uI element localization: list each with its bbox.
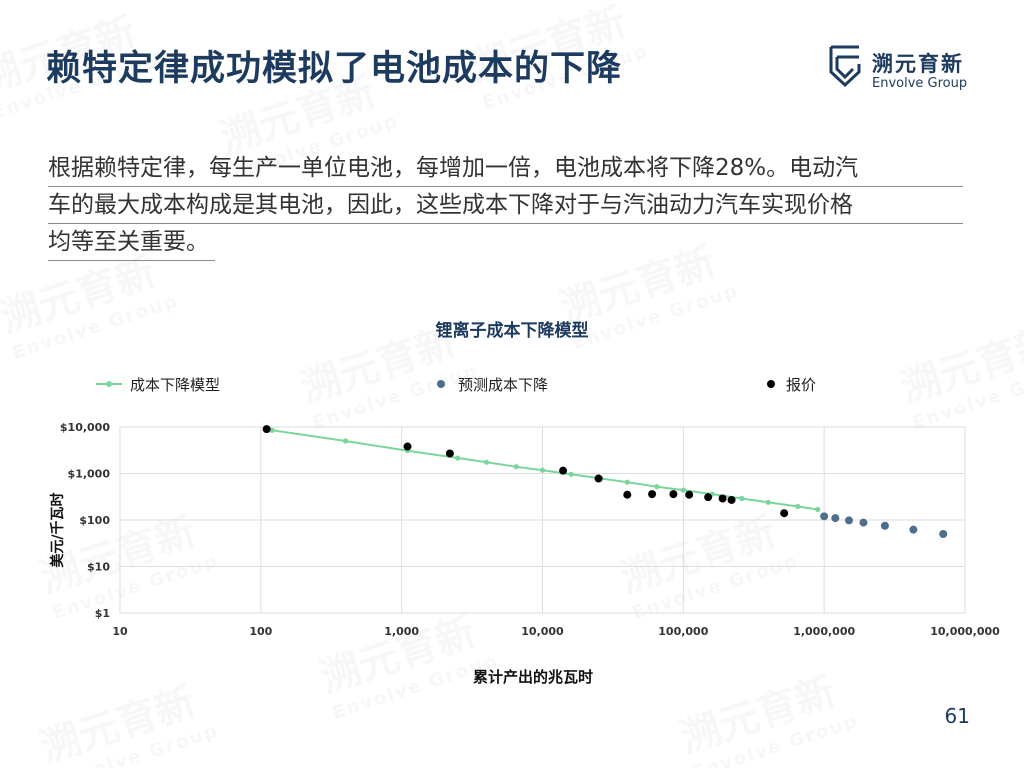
- page-number: 61: [944, 704, 970, 728]
- quote-point: [669, 490, 678, 499]
- forecast-point: [859, 518, 868, 527]
- y-tick-label: $100: [79, 514, 110, 527]
- cost-decline-chart: 锂离子成本下降模型 成本下降模型 预测成本下降 报价 10 100 1,000 10,…: [49, 320, 1000, 686]
- legend-marker: [767, 380, 775, 388]
- model-point: [795, 503, 801, 510]
- quote-point: [262, 425, 271, 434]
- quote-point: [623, 490, 632, 499]
- quote-point: [718, 494, 727, 503]
- forecast-point: [880, 521, 889, 530]
- quote-point: [704, 493, 713, 502]
- model-point: [483, 459, 490, 465]
- model-point: [513, 464, 519, 470]
- quote-point: [780, 509, 789, 518]
- quote-point: [648, 490, 657, 499]
- model-point: [654, 484, 660, 490]
- series-1: [820, 512, 948, 538]
- legend-label-quote: 报价: [786, 376, 816, 394]
- legend-marker: [437, 380, 445, 388]
- y-tick-labels: $1 $10 $100 $1,000 $10,000: [60, 421, 110, 620]
- x-tick-label: 100: [249, 625, 272, 638]
- body-paragraph: 根据赖特定律，每生产一单位电池，每增加一倍，电池成本将下降28%。电动汽 车的最…: [48, 150, 978, 261]
- legend-label-model: 成本下降模型: [130, 376, 220, 394]
- model-point: [680, 487, 686, 493]
- model-point: [815, 506, 821, 513]
- forecast-point: [820, 512, 829, 521]
- y-tick-label: $10: [87, 561, 110, 574]
- series-2: [262, 425, 789, 518]
- model-point: [343, 438, 349, 444]
- y-tick-label: $1: [95, 607, 110, 620]
- data-series: [262, 425, 948, 538]
- legend-item-quote: 报价: [767, 376, 816, 394]
- legend-item-forecast: 预测成本下降: [437, 376, 548, 394]
- forecast-point: [831, 514, 840, 523]
- grid-lines: [119, 426, 966, 614]
- forecast-point: [909, 525, 918, 534]
- paragraph-line: 根据赖特定律，每生产一单位电池，每增加一倍，电池成本将下降28%。电动汽: [48, 150, 963, 187]
- paragraph-line: 均等至关重要。: [48, 224, 215, 261]
- forecast-point: [844, 516, 853, 525]
- x-axis-label: 累计产出的兆瓦时: [473, 668, 593, 686]
- model-point: [455, 455, 461, 461]
- x-tick-labels: 10 100 1,000 10,000 100,000 1,000,000 10,000,0…: [112, 625, 1000, 638]
- paragraph-line: 车的最大成本构成是其电池，因此，这些成本下降对于与汽油动力汽车实现价格: [48, 187, 963, 224]
- legend-item-model: 成本下降模型: [96, 376, 220, 394]
- x-tick-label: 10,000: [521, 625, 564, 638]
- quote-point: [594, 474, 603, 483]
- model-point: [539, 467, 546, 473]
- legend-marker: [106, 381, 112, 387]
- x-tick-label: 10,000,000: [930, 625, 1000, 638]
- quote-point: [727, 495, 736, 504]
- x-tick-label: 10: [112, 625, 128, 638]
- y-tick-label: $10,000: [60, 421, 110, 434]
- quote-point: [559, 466, 568, 475]
- quote-point: [403, 442, 412, 451]
- model-point: [568, 471, 574, 477]
- logo-text-en: Envolve Group: [872, 76, 968, 91]
- x-tick-label: 100,000: [658, 625, 708, 638]
- logo-text-cn: 溯元育新: [872, 52, 964, 76]
- logo-mark-icon: [829, 45, 861, 88]
- chart-title: 锂离子成本下降模型: [436, 320, 589, 341]
- y-tick-label: $1,000: [68, 468, 111, 481]
- model-point: [269, 427, 275, 433]
- legend-label-forecast: 预测成本下降: [458, 376, 548, 394]
- company-logo: 溯元育新 Envolve Group: [828, 44, 988, 94]
- chart-legend: 成本下降模型 预测成本下降 报价: [96, 376, 816, 394]
- quote-point: [445, 449, 454, 458]
- model-point: [624, 479, 630, 485]
- series-0: [269, 427, 821, 513]
- model-point: [765, 499, 771, 505]
- model-point: [739, 495, 745, 502]
- forecast-point: [939, 529, 948, 538]
- page-title: 赖特定律成功模拟了电池成本的下降: [46, 49, 623, 89]
- x-tick-label: 1,000,000: [793, 625, 855, 638]
- quote-point: [685, 490, 694, 499]
- x-tick-label: 1,000: [384, 625, 419, 638]
- y-axis-label: 美元/千瓦时: [49, 492, 66, 567]
